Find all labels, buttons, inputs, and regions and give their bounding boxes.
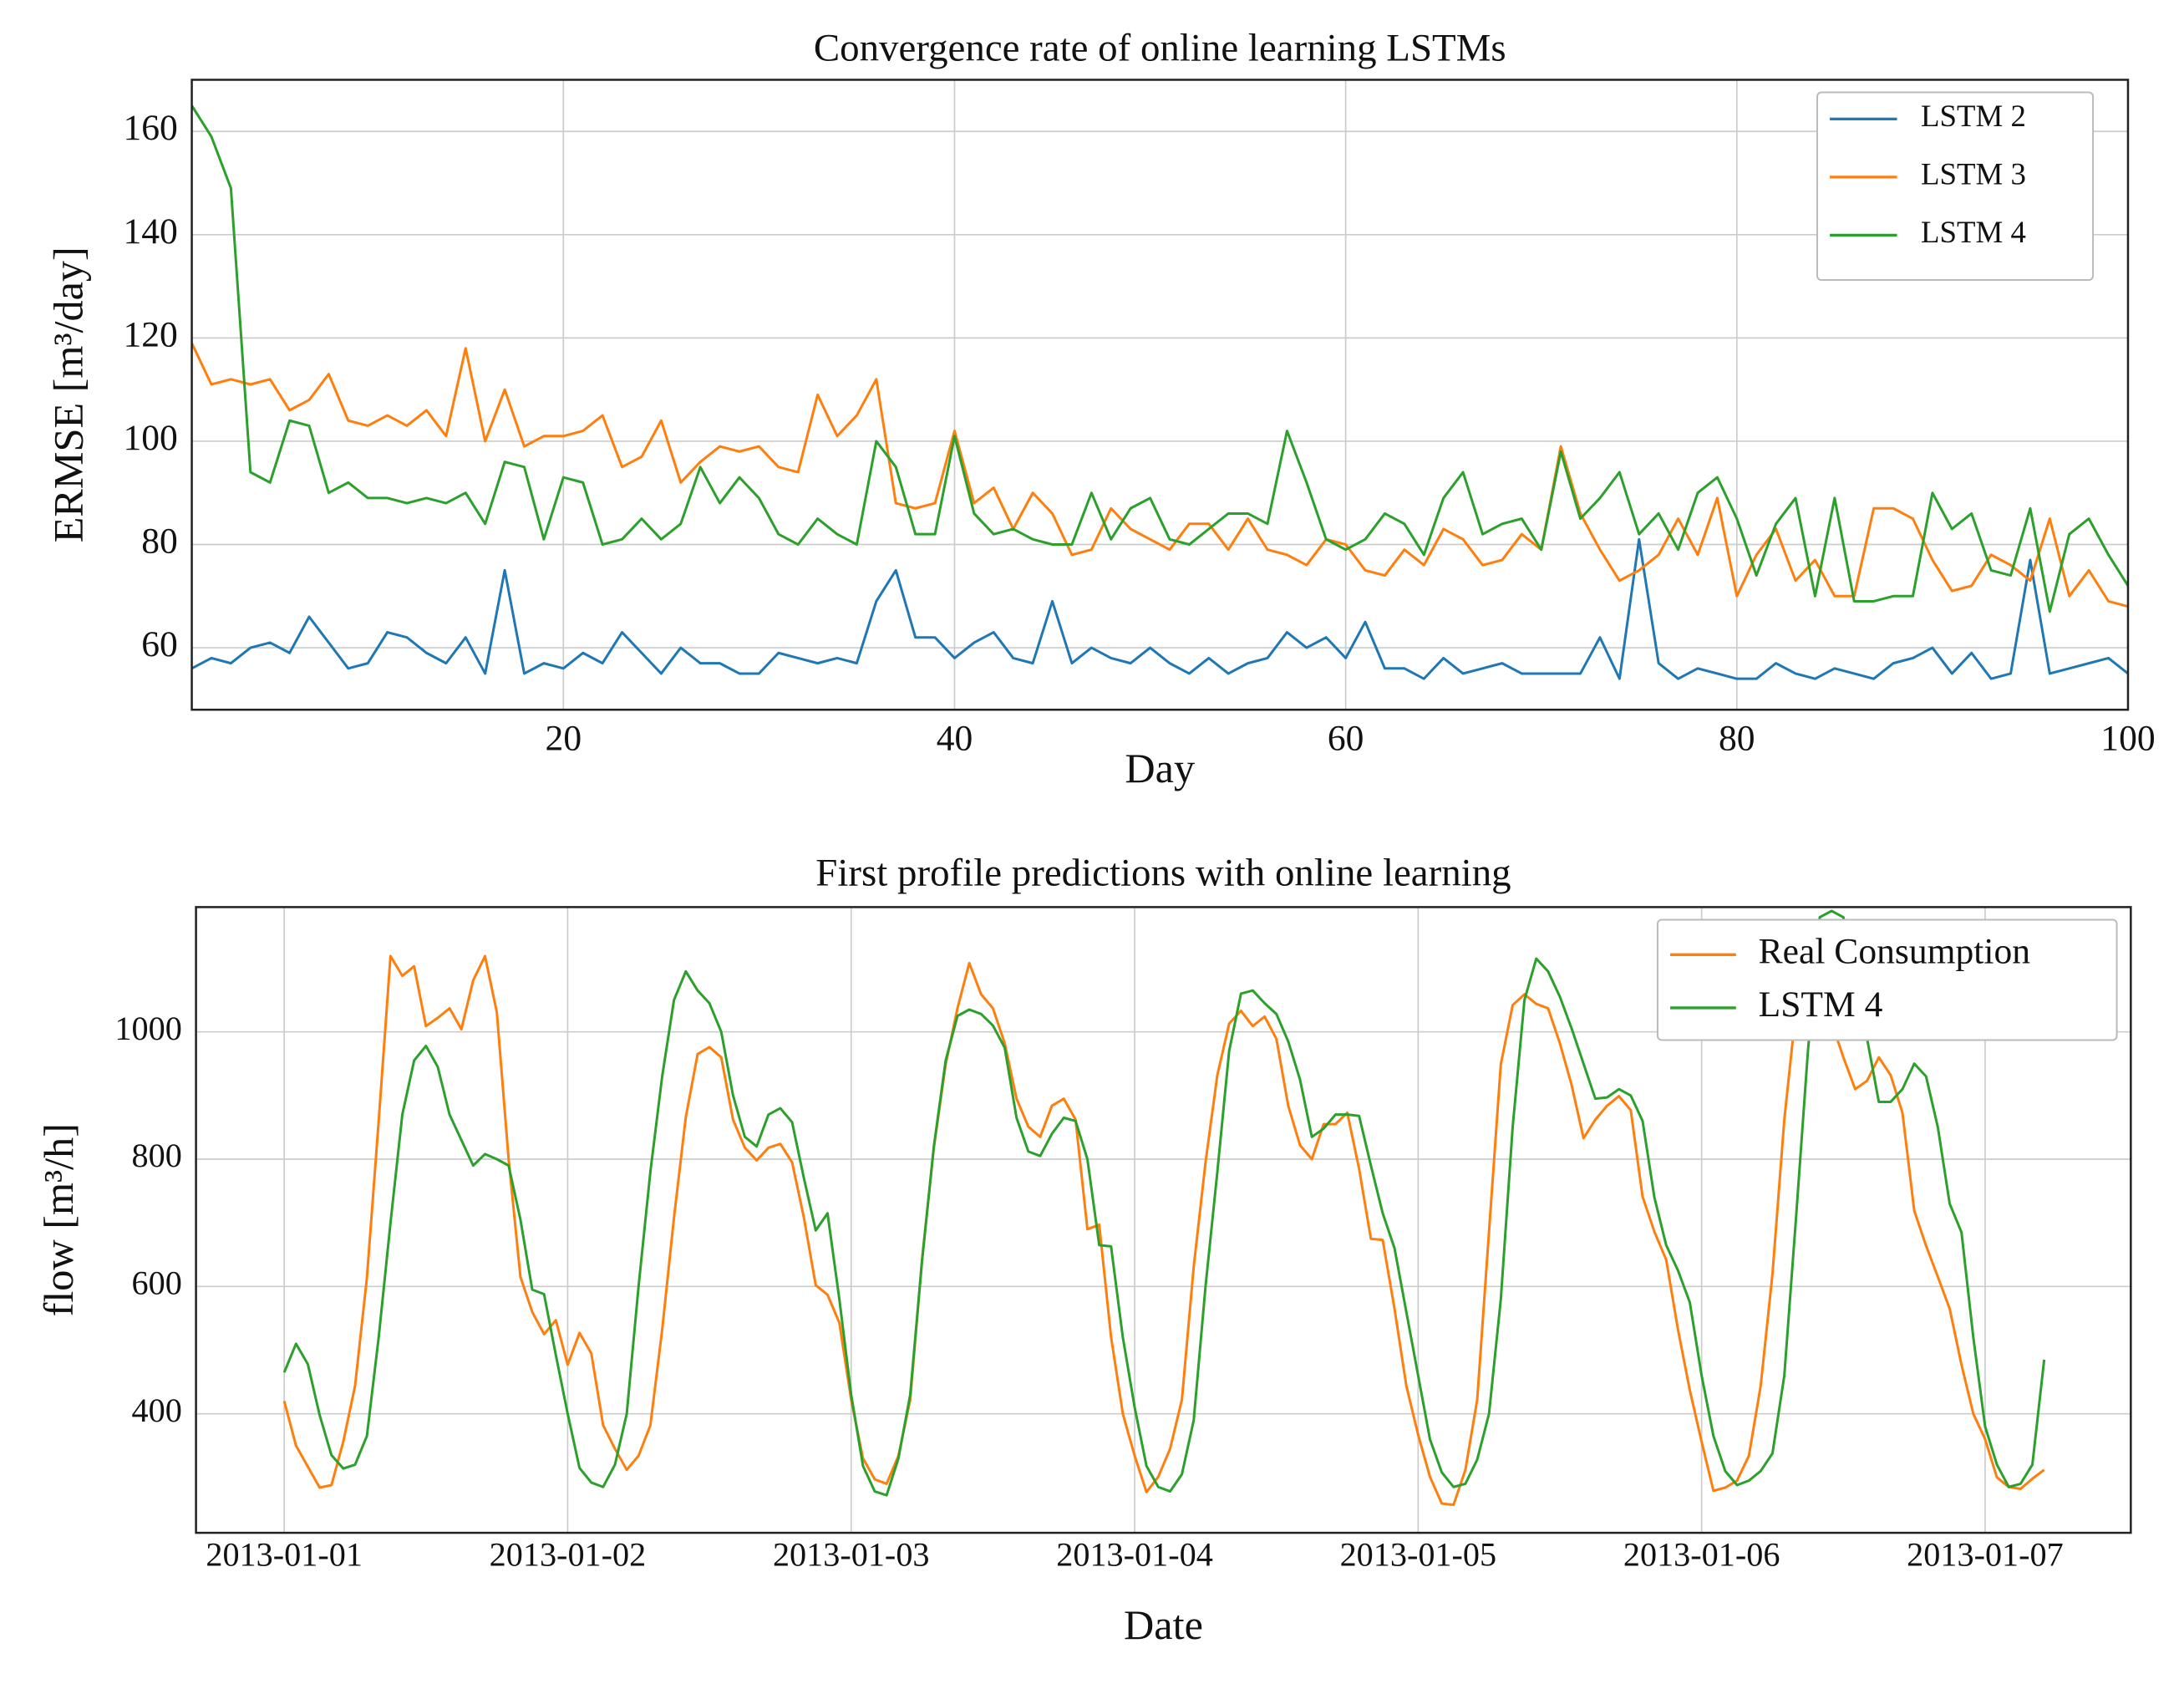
y-axis-label: flow [m³/h] — [35, 1123, 82, 1316]
x-tick-label: 60 — [1328, 719, 1364, 759]
x-tick-label: 20 — [546, 719, 582, 759]
y-tick-label: 100 — [123, 418, 177, 458]
series-line — [191, 537, 2128, 680]
legend-label: LSTM 4 — [1921, 215, 2026, 249]
y-tick-label: 60 — [141, 624, 178, 664]
series-line — [282, 954, 2045, 1507]
legend-label: LSTM 4 — [1759, 984, 1883, 1025]
legend-label: Real Consumption — [1759, 931, 2031, 971]
y-tick-label: 800 — [132, 1137, 182, 1174]
x-axis-label: Date — [1124, 1601, 1203, 1648]
series-line — [191, 342, 2128, 608]
y-axis-label: ERMSE [m³/day] — [45, 247, 92, 542]
y-tick-label: 1000 — [114, 1010, 181, 1047]
series-line — [282, 909, 2046, 1497]
x-tick-label: 2013-01-06 — [1623, 1535, 1780, 1573]
legend-label: LSTM 3 — [1921, 156, 2026, 191]
y-tick-label: 120 — [123, 314, 177, 354]
axes-frame — [190, 79, 2130, 711]
y-tick-label: 400 — [132, 1391, 182, 1429]
x-tick-label: 2013-01-01 — [206, 1535, 363, 1573]
x-tick-label: 100 — [2100, 719, 2155, 759]
x-tick-label: 40 — [937, 719, 973, 759]
x-tick-label: 2013-01-07 — [1907, 1535, 2064, 1573]
axes-frame — [195, 906, 2132, 1534]
chart-title: Convergence rate of online learning LSTM… — [814, 27, 1506, 70]
chart-title: First profile predictions with online le… — [815, 851, 1511, 894]
x-tick-label: 2013-01-02 — [490, 1535, 647, 1573]
x-tick-label: 2013-01-04 — [1056, 1535, 1213, 1573]
x-tick-label: 2013-01-05 — [1340, 1535, 1497, 1573]
x-tick-label: 80 — [1719, 719, 1755, 759]
y-tick-label: 600 — [132, 1264, 182, 1302]
y-tick-label: 80 — [141, 521, 178, 562]
x-tick-label: 2013-01-03 — [773, 1535, 930, 1573]
plot-area — [191, 79, 2128, 710]
y-tick-label: 160 — [123, 108, 177, 148]
legend-label: LSTM 2 — [1921, 99, 2026, 133]
y-tick-label: 140 — [123, 211, 177, 252]
series-line — [191, 104, 2128, 613]
legend-box — [1656, 918, 2118, 1041]
x-axis-label: Day — [1125, 745, 1195, 791]
legend-box — [1816, 91, 2095, 282]
